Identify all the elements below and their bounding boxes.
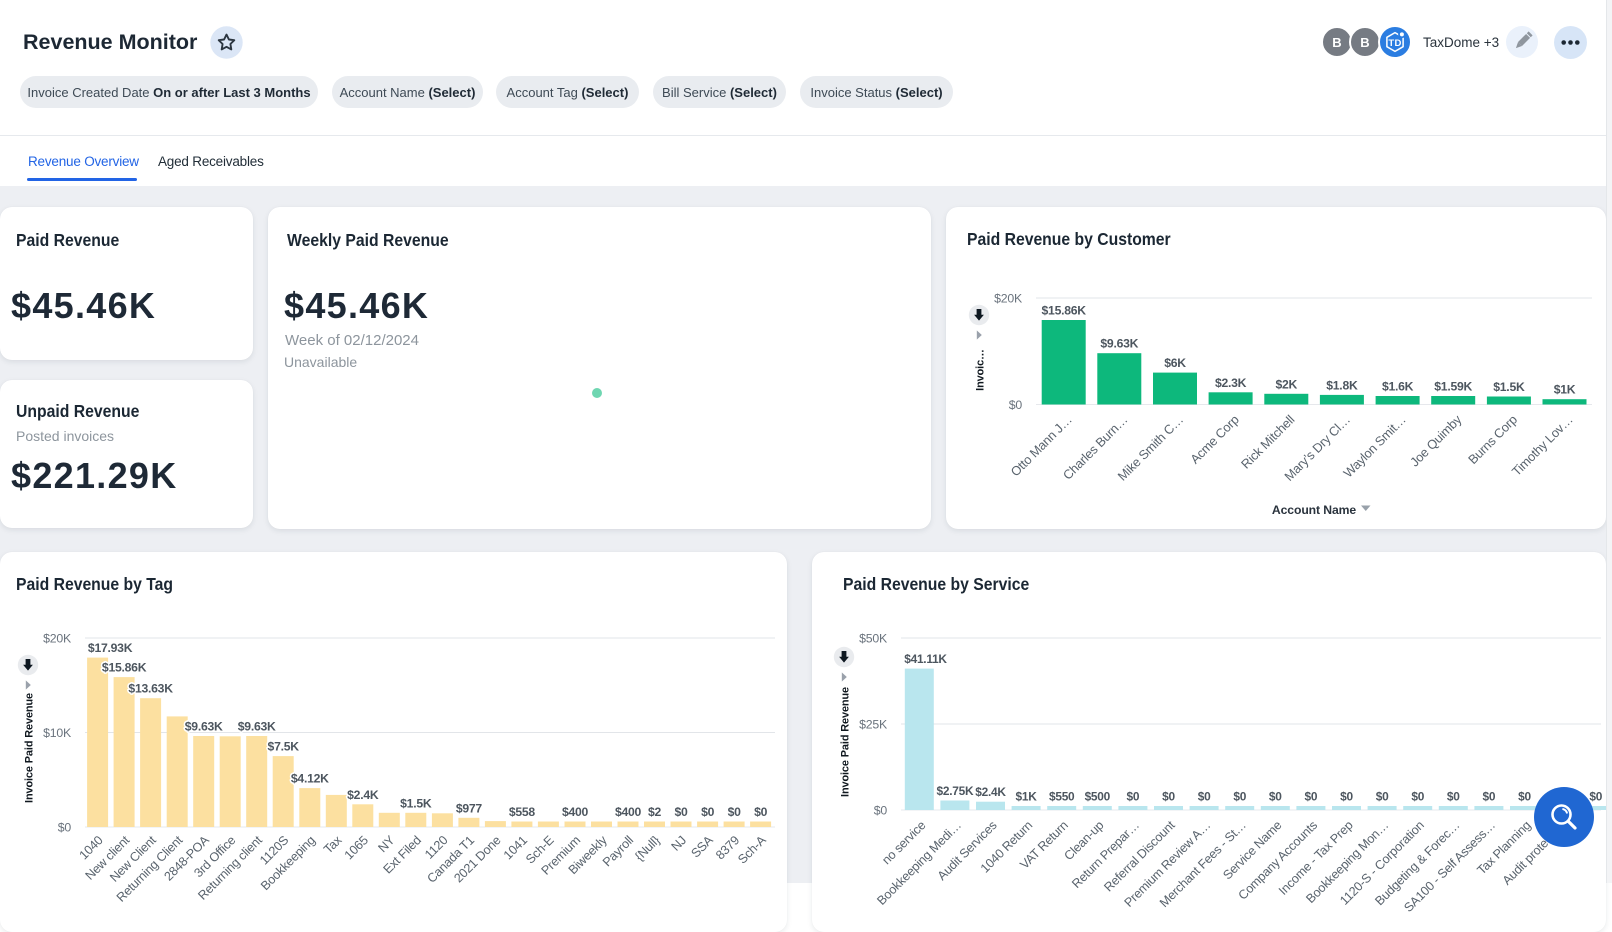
svg-text:$0: $0 [1198,790,1211,804]
svg-text:$2.4K: $2.4K [975,785,1006,799]
svg-text:$17.93K: $17.93K [88,641,133,655]
svg-text:$20K: $20K [994,292,1023,306]
svg-text:$9.63K: $9.63K [185,720,223,734]
svg-text:$0: $0 [1376,790,1389,804]
svg-text:NJ: NJ [669,833,690,854]
svg-text:$2K: $2K [1275,377,1297,391]
svg-text:$7.5K: $7.5K [268,740,300,754]
svg-text:{Null}: {Null} [632,833,662,863]
svg-text:$2.4K: $2.4K [347,788,379,802]
svg-text:$2: $2 [648,805,662,819]
svg-text:Paid Revenue by Tag: Paid Revenue by Tag [16,574,173,594]
svg-text:Paid Revenue by Customer: Paid Revenue by Customer [967,229,1171,249]
svg-text:Rick Mitchell: Rick Mitchell [1238,412,1298,472]
svg-text:$0: $0 [1269,790,1282,804]
svg-text:$15.86K: $15.86K [1042,304,1087,318]
svg-text:$400: $400 [615,805,642,819]
svg-text:Account Name: Account Name [1272,503,1356,517]
svg-text:$400: $400 [562,805,589,819]
svg-text:Acme Corp: Acme Corp [1187,412,1242,467]
svg-text:SSA: SSA [688,833,716,861]
svg-text:$0: $0 [1518,790,1531,804]
svg-text:$1.59K: $1.59K [1434,380,1472,394]
svg-text:$1K: $1K [1016,790,1038,804]
svg-text:Invoic…: Invoic… [975,349,987,391]
svg-text:$1.5K: $1.5K [1493,380,1525,394]
svg-text:Payroll: Payroll [600,833,636,869]
svg-text:$0: $0 [1340,790,1353,804]
svg-text:$4.12K: $4.12K [291,772,329,786]
svg-text:$0: $0 [701,805,715,819]
svg-text:1065: 1065 [342,833,371,862]
svg-text:$6K: $6K [1164,356,1186,370]
svg-text:$0: $0 [728,805,742,819]
svg-text:$1.6K: $1.6K [1382,380,1414,394]
svg-text:$0: $0 [674,805,688,819]
svg-text:$500: $500 [1085,790,1111,804]
svg-text:$50K: $50K [859,632,888,646]
svg-text:$0: $0 [1162,790,1175,804]
svg-text:$550: $550 [1049,790,1075,804]
svg-text:$0: $0 [1447,790,1460,804]
svg-text:Burns Corp: Burns Corp [1465,412,1520,467]
svg-text:$0: $0 [58,821,72,835]
svg-text:$13.63K: $13.63K [128,682,173,696]
svg-text:$2.3K: $2.3K [1215,376,1247,390]
svg-text:$1K: $1K [1554,383,1576,397]
svg-text:$2.75K: $2.75K [936,784,974,798]
svg-text:$0: $0 [1305,790,1318,804]
svg-text:$41.11K: $41.11K [904,652,947,666]
svg-text:$10K: $10K [43,726,72,740]
svg-text:TD: TD [1388,38,1401,49]
svg-text:$0: $0 [1589,790,1602,804]
svg-text:$1.5K: $1.5K [400,796,432,810]
svg-text:Sch-A: Sch-A [735,833,769,867]
svg-text:$1.8K: $1.8K [1326,378,1358,392]
svg-text:$9.63K: $9.63K [1100,337,1138,351]
svg-text:$0: $0 [1411,790,1424,804]
svg-text:$558: $558 [509,805,536,819]
svg-text:$0: $0 [1233,790,1246,804]
svg-text:Invoice Paid Revenue: Invoice Paid Revenue [24,693,36,803]
svg-text:Invoice Paid Revenue: Invoice Paid Revenue [840,687,852,797]
svg-text:$0: $0 [1483,790,1496,804]
svg-text:$9.63K: $9.63K [238,720,276,734]
svg-text:$25K: $25K [859,718,888,732]
svg-text:Paid Revenue by Service: Paid Revenue by Service [843,574,1029,594]
svg-text:$0: $0 [1009,398,1023,412]
svg-text:Joe Quimby: Joe Quimby [1407,411,1465,469]
svg-text:$977: $977 [456,801,483,815]
svg-text:$15.86K: $15.86K [102,661,147,675]
svg-text:$0: $0 [874,804,888,818]
svg-text:$0: $0 [754,805,768,819]
svg-text:$20K: $20K [43,632,72,646]
svg-text:$0: $0 [1127,790,1140,804]
